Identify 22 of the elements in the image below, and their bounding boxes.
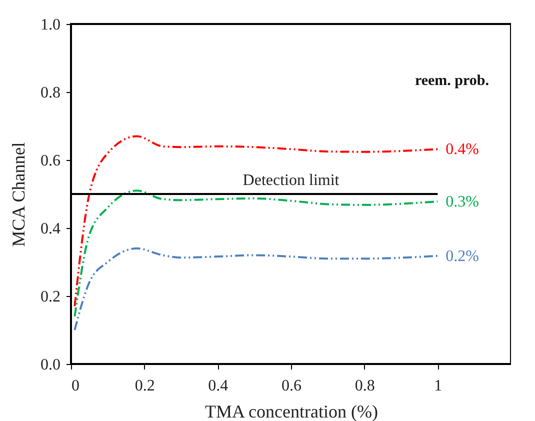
y-tick-label: 1.0 xyxy=(40,16,60,34)
y-tick-label: 0.4 xyxy=(40,220,60,238)
y-tick-label: 0.8 xyxy=(40,84,60,102)
x-axis-title: TMA concentration (%) xyxy=(205,402,378,421)
y-tick-label: 0.6 xyxy=(40,152,60,170)
line-series xyxy=(74,190,439,318)
y-axis-title: MCA Channel xyxy=(8,142,28,247)
x-tick-label: 0.4 xyxy=(208,378,228,394)
series-label: 0.2% xyxy=(446,248,479,265)
y-tick-label: 0.0 xyxy=(40,356,60,374)
y-tick-label: 0.2 xyxy=(40,288,60,306)
line-series xyxy=(74,135,439,308)
ref-line-label: Detection limit xyxy=(242,172,340,189)
x-tick-label: 1 xyxy=(434,378,442,394)
series-label: 0.3% xyxy=(446,193,479,210)
x-tick-label: 0.8 xyxy=(354,378,375,394)
legend-title: reem. prob. xyxy=(414,73,490,89)
x-tick-label: 0 xyxy=(72,378,80,394)
series-label: 0.4% xyxy=(446,141,479,158)
x-tick-label: 0.2 xyxy=(134,378,155,394)
line-series xyxy=(74,247,439,331)
x-tick-label: 0.6 xyxy=(282,378,302,394)
